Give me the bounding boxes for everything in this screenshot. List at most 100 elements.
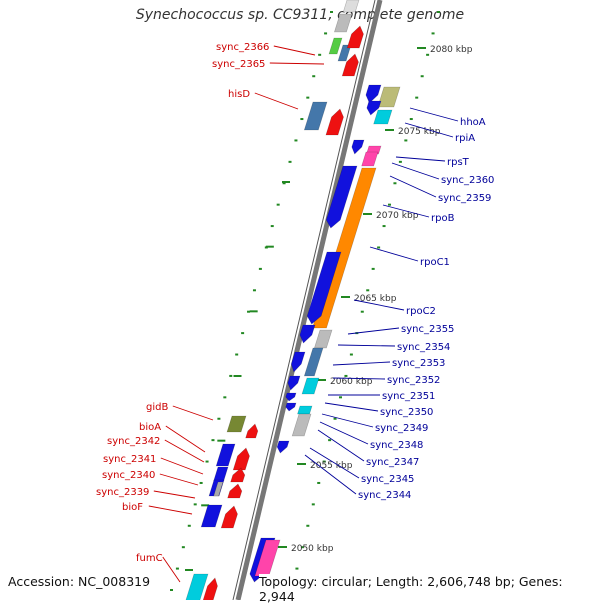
left-leader xyxy=(269,62,325,65)
right-leader xyxy=(353,299,405,311)
gene-hisD xyxy=(303,101,328,131)
left-label-bioF: bioF xyxy=(122,502,143,513)
scale-label-text: 2055 kbp xyxy=(310,461,353,471)
gene-rpoB-left xyxy=(325,165,358,229)
gene-gidB-pair xyxy=(245,423,259,439)
right-label-sync_2345: sync_2345 xyxy=(361,474,414,485)
right-label-sync_2359: sync_2359 xyxy=(438,193,491,204)
left-leader xyxy=(159,473,199,486)
left-leader xyxy=(254,92,299,110)
right-label-rpoC2: rpoC2 xyxy=(406,306,436,317)
gene-hhoA xyxy=(377,86,401,108)
gene-sync_2339-pair xyxy=(227,483,243,499)
gene-sync_2348 xyxy=(297,405,313,415)
right-leader xyxy=(337,344,396,347)
right-label-sync_2352: sync_2352 xyxy=(387,375,440,386)
gene-sync_2355 xyxy=(314,329,333,349)
right-label-sync_2348: sync_2348 xyxy=(370,440,423,451)
left-label-sync_2339: sync_2339 xyxy=(96,487,149,498)
left-label-sync_2366: sync_2366 xyxy=(216,42,269,53)
scale-label-text: 2065 kbp xyxy=(354,294,397,304)
gene-gidB xyxy=(226,415,247,433)
right-leader xyxy=(389,175,437,198)
gene-rpsT xyxy=(361,151,379,167)
right-leader xyxy=(347,327,400,335)
gene-sync_2349 xyxy=(285,402,297,412)
left-leader xyxy=(273,45,316,56)
right-label-sync_2353: sync_2353 xyxy=(392,358,445,369)
gene-bioF-pair xyxy=(220,505,238,529)
right-leader xyxy=(319,421,369,445)
gene-red-b xyxy=(341,53,359,77)
genome-backbone xyxy=(235,0,383,600)
right-leader xyxy=(309,447,360,479)
scale-label-text: 2070 kbp xyxy=(376,211,419,221)
left-label-sync_2365: sync_2365 xyxy=(212,59,265,70)
left-label-sync_2341: sync_2341 xyxy=(103,454,156,465)
right-label-sync_2344: sync_2344 xyxy=(358,490,411,501)
scale-label-text: 2080 kbp xyxy=(430,45,473,55)
right-leader xyxy=(317,429,365,462)
left-leader xyxy=(172,405,214,421)
left-label-bioA: bioA xyxy=(139,422,161,433)
right-label-sync_2351: sync_2351 xyxy=(382,391,435,402)
right-leader xyxy=(395,156,446,162)
gene-bioA xyxy=(215,443,236,467)
right-leader xyxy=(369,246,419,262)
left-label-gidB: gidB xyxy=(146,402,168,413)
left-label-sync_2342: sync_2342 xyxy=(107,436,160,447)
gene-sync_2354 xyxy=(303,347,324,377)
right-label-rpoC1: rpoC1 xyxy=(420,257,450,268)
gene-sync_2350 xyxy=(285,392,297,402)
gene-red-a xyxy=(346,25,364,49)
scale-label-text: 2075 kbp xyxy=(398,127,441,137)
gene-sync_2342 xyxy=(232,447,250,471)
gene-fumC xyxy=(185,573,209,600)
gene-sync_2352 xyxy=(301,377,320,395)
right-leader xyxy=(332,377,386,380)
right-label-rpoB: rpoB xyxy=(431,213,455,224)
left-leader xyxy=(148,505,193,515)
gene-arrow-a xyxy=(351,139,365,155)
left-leader xyxy=(160,457,204,475)
right-label-sync_2354: sync_2354 xyxy=(397,342,450,353)
gene-hisD-pair xyxy=(325,108,344,136)
accession-label: Accession: NC_008319 xyxy=(8,574,151,589)
right-label-rpsT: rpsT xyxy=(447,157,470,168)
right-leader xyxy=(382,204,430,218)
gene-top-grey2 xyxy=(334,13,353,33)
right-leader xyxy=(404,122,454,138)
right-label-sync_2355: sync_2355 xyxy=(401,324,454,335)
right-label-sync_2360: sync_2360 xyxy=(441,175,494,186)
right-label-rpiA: rpiA xyxy=(455,133,475,144)
gene-bioF xyxy=(200,504,223,528)
right-leader xyxy=(332,361,391,366)
right-leader xyxy=(324,402,379,412)
scale-label-text: 2050 kbp xyxy=(291,544,334,554)
genome-title: Synechococcus sp. CC9311, complete genom… xyxy=(135,7,465,23)
left-label-sync_2340: sync_2340 xyxy=(102,470,155,481)
gene-rpiA-pair xyxy=(366,100,382,116)
right-label-hhoA: hhoA xyxy=(460,117,486,128)
left-label-hisD: hisD xyxy=(228,89,250,100)
gene-sync_2353 xyxy=(290,351,306,373)
left-leader xyxy=(164,439,205,463)
gene-hhoA-pair xyxy=(365,84,382,104)
gene-sync_2345 xyxy=(276,440,290,454)
left-leader xyxy=(162,556,181,583)
right-label-sync_2350: sync_2350 xyxy=(380,407,433,418)
gene-rpoC1-left xyxy=(306,251,342,325)
gene-sync_2366 xyxy=(328,37,343,55)
right-label-sync_2347: sync_2347 xyxy=(366,457,419,468)
gene-fumC-red xyxy=(202,577,218,600)
right-leader xyxy=(304,454,357,495)
left-label-fumC: fumC xyxy=(136,553,163,564)
gene-rpiA xyxy=(373,109,393,125)
gene-top-grey xyxy=(342,0,360,13)
left-leader xyxy=(153,490,196,499)
gene-sync_2355-pair xyxy=(299,324,316,344)
right-leader xyxy=(409,107,459,122)
right-leader xyxy=(321,413,374,428)
gene-sync_2351 xyxy=(287,375,301,391)
